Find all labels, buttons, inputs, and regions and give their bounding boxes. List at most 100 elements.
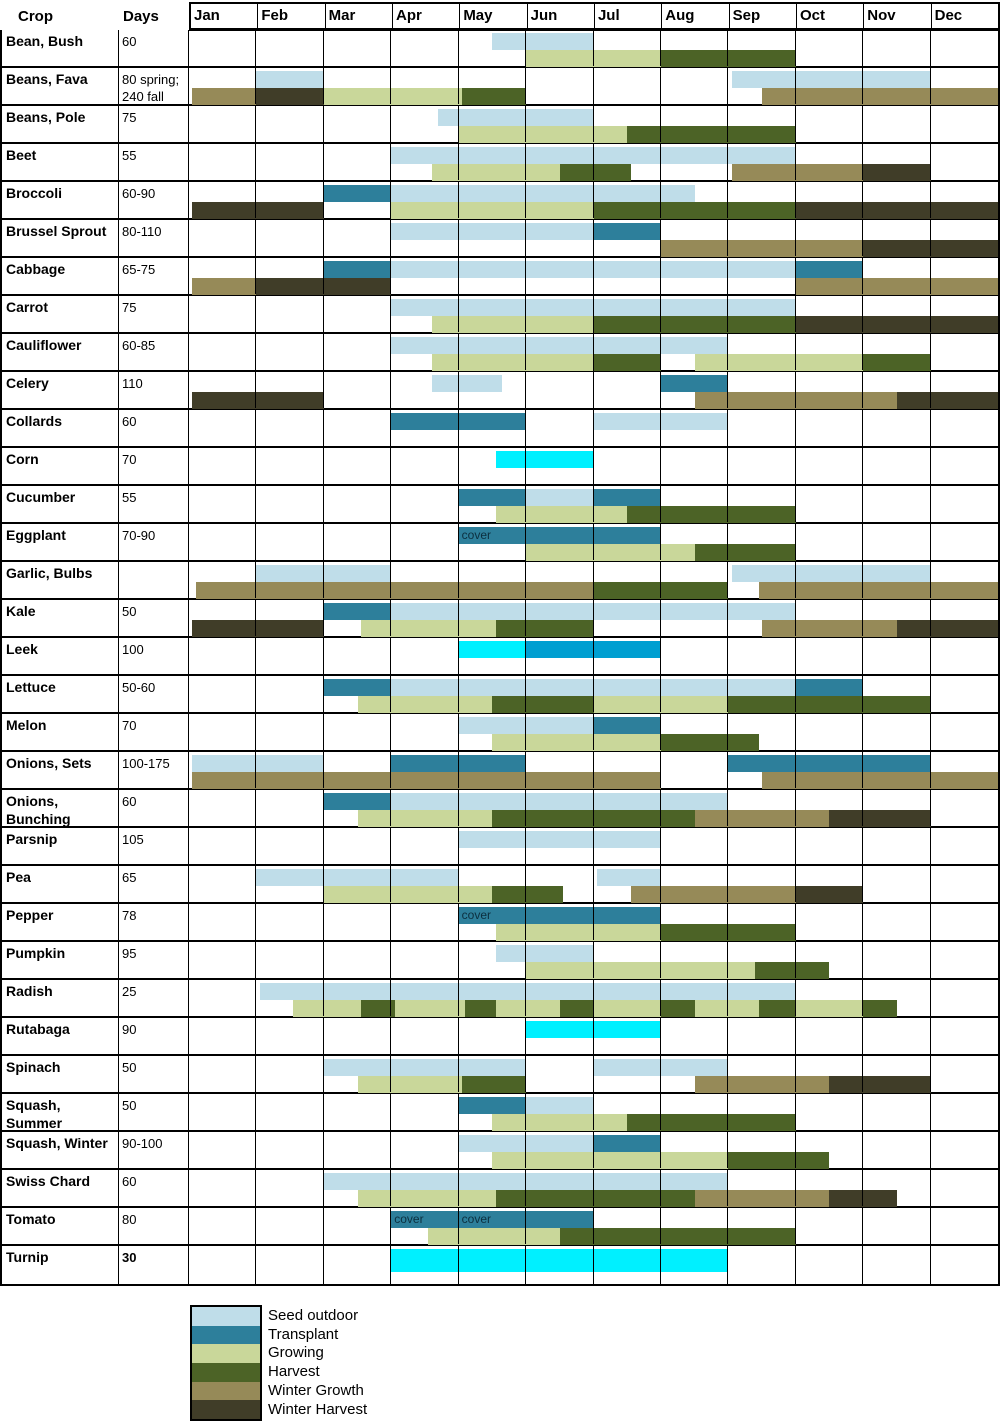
wgrowth-bar (630, 886, 796, 903)
crop-row: Collards 60 (2, 410, 998, 448)
month-header-feb: Feb (257, 4, 324, 28)
month-gridline (255, 638, 257, 674)
seed-bar (731, 71, 931, 88)
month-gridline (525, 1170, 527, 1206)
month-gridline (794, 562, 796, 598)
month-gridline (255, 296, 257, 332)
month-grid (189, 1094, 998, 1131)
month-gridline (794, 296, 796, 332)
crop-name: Corn (2, 448, 119, 484)
month-header-nov: Nov (863, 4, 930, 28)
month-gridline (794, 486, 796, 522)
growing-bar (492, 1114, 628, 1131)
month-gridline (727, 410, 729, 446)
month-grid (189, 980, 998, 1017)
month-gridline (457, 638, 459, 674)
month-gridline (255, 220, 257, 256)
month-gridline (255, 1246, 257, 1284)
crop-name: Cucumber (2, 486, 119, 522)
month-gridline (659, 866, 661, 902)
growing-bar (526, 544, 695, 561)
wgrowth-bar (731, 164, 864, 181)
growing-bar (323, 886, 493, 903)
month-gridline (862, 942, 864, 978)
crop-row: Swiss Chard 60 (2, 1170, 998, 1208)
month-gridline (659, 980, 661, 1016)
crop-name: Onions, Bunching (2, 790, 119, 826)
crop-row: Beans, Pole 75 (2, 106, 998, 144)
month-gridline (929, 220, 931, 256)
transplant-bar (458, 527, 661, 544)
month-gridline (659, 904, 661, 940)
month-gridline (727, 1208, 729, 1244)
month-gridline (457, 1208, 459, 1244)
legend-swatch-growing (192, 1344, 260, 1364)
month-gridline (322, 980, 324, 1016)
transplant-bar (728, 755, 931, 772)
month-gridline (592, 372, 594, 408)
month-gridline (390, 448, 392, 484)
transplant-bar (795, 679, 864, 696)
days-value: 90-100 (119, 1132, 189, 1168)
month-gridline (457, 258, 459, 294)
month-grid: cover (189, 904, 998, 941)
legend-swatch-seed (192, 1307, 260, 1326)
crop-name: Tomato (2, 1208, 119, 1244)
month-gridline (390, 334, 392, 370)
month-gridline (322, 1132, 324, 1168)
month-gridline (794, 410, 796, 446)
month-gridline (862, 562, 864, 598)
month-gridline (457, 144, 459, 180)
month-gridline (525, 182, 527, 218)
days-value: 78 (119, 904, 189, 940)
month-gridline (659, 1246, 661, 1284)
month-gridline (794, 752, 796, 788)
month-grid (189, 828, 998, 864)
seed-bar (391, 223, 594, 240)
month-gridline (862, 1170, 864, 1206)
days-value: 110 (119, 372, 189, 408)
month-gridline (457, 714, 459, 750)
month-gridline (592, 258, 594, 294)
month-gridline (255, 980, 257, 1016)
crop-column-header: Crop (18, 8, 53, 25)
wgrowth-bar (762, 772, 998, 789)
month-gridline (929, 372, 931, 408)
wharvest-bar (795, 202, 998, 219)
transplant-bar (323, 185, 392, 202)
crop-name: Onions, Sets (2, 752, 119, 788)
growing-bar (495, 1000, 560, 1017)
month-gridline (862, 68, 864, 104)
growing-bar (526, 962, 756, 979)
days-value: 50 (119, 600, 189, 636)
month-gridline (862, 296, 864, 332)
month-gridline (390, 220, 392, 256)
month-gridline (794, 68, 796, 104)
month-gridline (592, 144, 594, 180)
seed-bar (391, 603, 796, 620)
month-gridline (592, 1056, 594, 1092)
wgrowth-bar (758, 582, 998, 599)
growing-bar (492, 1152, 729, 1169)
month-gridline (525, 942, 527, 978)
month-gridline (727, 790, 729, 826)
cover-label: cover (461, 528, 491, 542)
month-gridline (322, 334, 324, 370)
month-gridline (862, 258, 864, 294)
month-gridline (457, 828, 459, 864)
month-gridline (659, 1132, 661, 1168)
transplant-bar (458, 489, 527, 506)
crop-name: Parsnip (2, 828, 119, 864)
month-gridline (727, 68, 729, 104)
growing-bar (431, 164, 560, 181)
month-gridline (592, 562, 594, 598)
month-header-sep: Sep (728, 4, 796, 28)
month-gridline (390, 828, 392, 864)
month-gridline (592, 486, 594, 522)
month-gridline (727, 334, 729, 370)
month-gridline (727, 714, 729, 750)
month-header-mar: Mar (324, 4, 392, 28)
crop-name: Bean, Bush (2, 30, 119, 66)
month-gridline (390, 904, 392, 940)
month-gridline (862, 828, 864, 864)
